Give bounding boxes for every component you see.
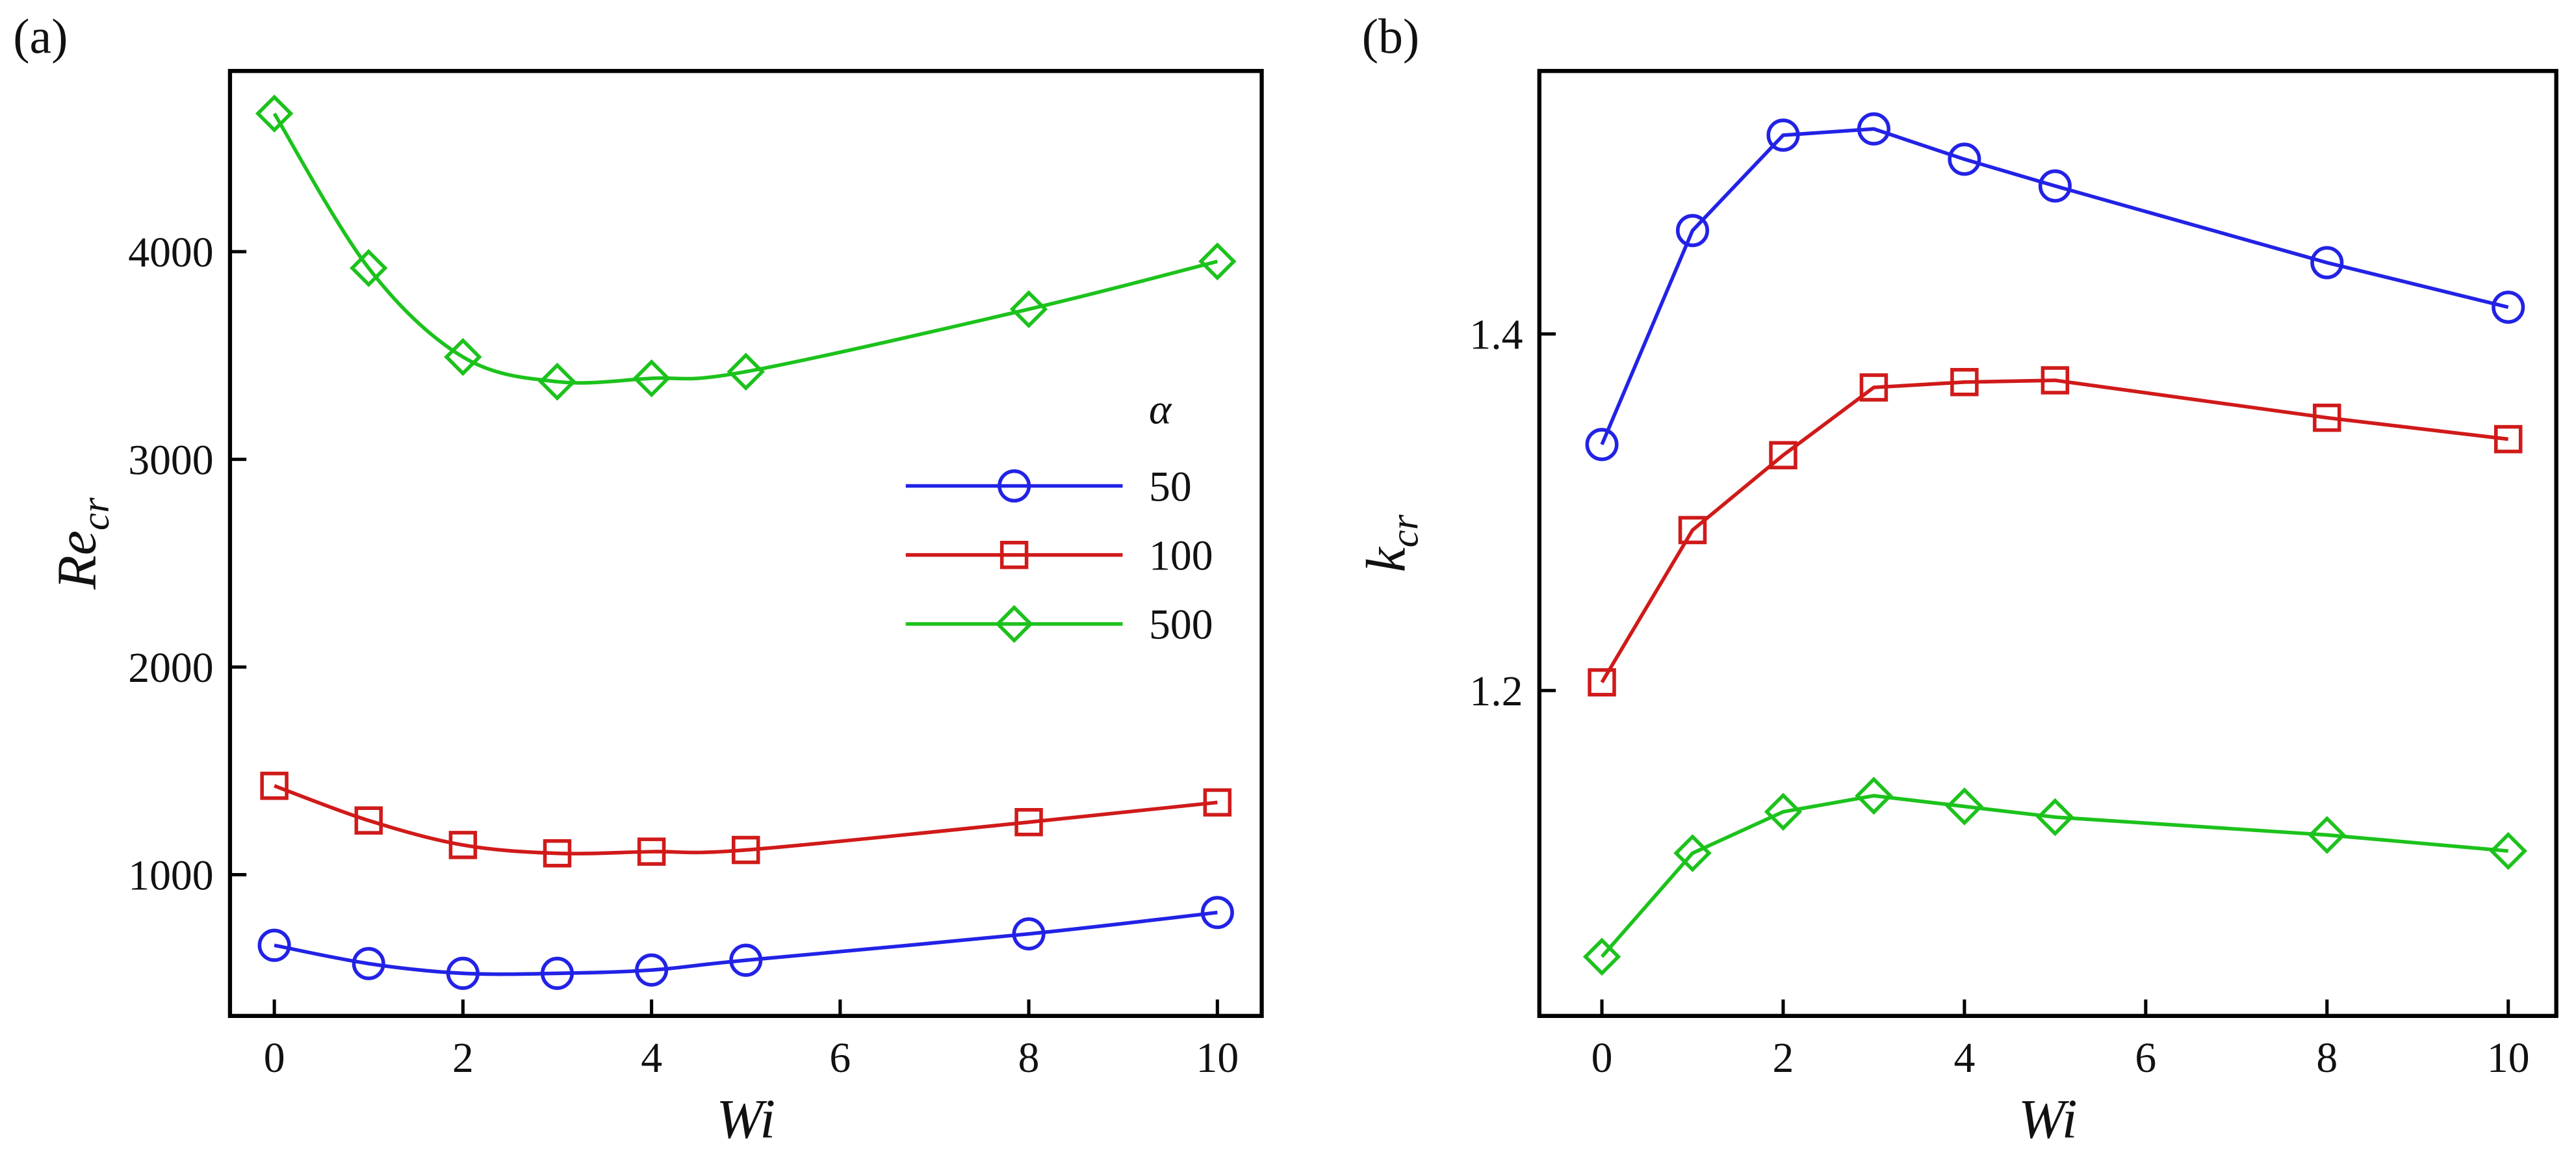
marker xyxy=(444,337,482,376)
x-tick-label: 4 xyxy=(1953,1034,1975,1082)
marker xyxy=(1764,792,1803,831)
marker xyxy=(1766,118,1800,152)
marker xyxy=(352,946,385,980)
marker xyxy=(543,839,572,868)
marker xyxy=(540,956,574,990)
series-line xyxy=(274,784,1218,855)
marker xyxy=(2310,246,2344,280)
panel-label: (b) xyxy=(1362,9,1419,64)
x-tick-label: 2 xyxy=(1773,1034,1794,1082)
marker xyxy=(1203,788,1232,817)
x-tick-label: 10 xyxy=(1196,1034,1239,1082)
y-tick-label: 1.4 xyxy=(1469,311,1523,358)
marker xyxy=(1950,368,1979,397)
marker xyxy=(729,943,763,977)
marker xyxy=(2041,366,2070,395)
marker xyxy=(635,953,669,987)
marker xyxy=(1857,112,1890,146)
series-line xyxy=(1600,127,2509,445)
x-tick-label: 8 xyxy=(2316,1034,2338,1082)
x-axis-label: Wi xyxy=(2018,1088,2078,1150)
legend-label: 500 xyxy=(1149,601,1213,649)
panel-label: (a) xyxy=(13,9,68,64)
y-tick-label: 1.2 xyxy=(1469,668,1523,715)
marker xyxy=(2492,291,2525,324)
y-tick-label: 3000 xyxy=(128,436,213,484)
marker xyxy=(255,94,294,133)
y-axis-label: Recr xyxy=(45,497,118,590)
marker xyxy=(1198,242,1237,281)
marker xyxy=(2038,169,2072,203)
marker xyxy=(727,352,765,391)
marker xyxy=(538,362,576,401)
marker xyxy=(448,831,478,859)
x-tick-label: 6 xyxy=(829,1034,851,1082)
y-axis-label-sub: cr xyxy=(1384,514,1427,547)
marker xyxy=(1588,668,1616,697)
marker xyxy=(1200,896,1234,930)
marker xyxy=(257,928,291,962)
y-tick-label: 4000 xyxy=(128,229,213,276)
y-tick-label: 2000 xyxy=(128,644,213,692)
y-axis-label-main: k xyxy=(1354,546,1417,572)
y-axis-label-main: Re xyxy=(45,530,108,590)
marker xyxy=(1769,441,1797,469)
x-tick-label: 0 xyxy=(264,1034,285,1082)
marker xyxy=(2308,816,2347,854)
marker xyxy=(1945,787,1984,826)
marker xyxy=(1673,834,1712,872)
marker xyxy=(1585,428,1619,462)
marker xyxy=(1859,373,1888,402)
marker xyxy=(1675,214,1710,248)
legend-label: 100 xyxy=(1149,532,1213,579)
marker xyxy=(2036,798,2074,837)
x-tick-label: 2 xyxy=(452,1034,474,1082)
plot-frame xyxy=(227,69,1264,1018)
y-axis-label: kcr xyxy=(1354,514,1426,572)
marker xyxy=(637,837,666,866)
legend-marker xyxy=(999,540,1029,569)
series-line xyxy=(1600,794,2508,958)
marker xyxy=(2494,424,2523,454)
series-line xyxy=(274,910,1218,976)
marker xyxy=(1014,808,1043,837)
legend-title: α xyxy=(1149,385,1172,433)
legend-label: 50 xyxy=(1149,463,1192,510)
legend-marker xyxy=(995,605,1033,644)
marker xyxy=(1012,917,1046,951)
x-tick-label: 8 xyxy=(1018,1034,1040,1082)
marker xyxy=(1582,937,1621,976)
x-tick-label: 4 xyxy=(641,1034,662,1082)
x-tick-label: 0 xyxy=(1591,1034,1613,1082)
plot-frame xyxy=(1537,69,2558,1018)
marker xyxy=(350,249,388,287)
marker xyxy=(2489,831,2527,870)
marker xyxy=(354,806,383,835)
marker xyxy=(2313,403,2341,432)
marker xyxy=(446,956,480,990)
marker xyxy=(1009,290,1048,328)
marker xyxy=(1678,515,1707,545)
y-axis-label-sub: cr xyxy=(74,497,118,530)
x-tick-label: 6 xyxy=(2135,1034,2156,1082)
x-axis-label: Wi xyxy=(716,1088,775,1150)
marker xyxy=(731,835,760,865)
series-line xyxy=(1600,378,2509,684)
x-tick-label: 10 xyxy=(2487,1034,2530,1082)
y-tick-label: 1000 xyxy=(128,852,213,899)
series-line xyxy=(272,112,1218,385)
marker xyxy=(1855,776,1893,815)
marker xyxy=(260,772,289,800)
legend-marker xyxy=(998,469,1031,503)
marker xyxy=(632,359,671,398)
marker xyxy=(1948,142,1981,176)
